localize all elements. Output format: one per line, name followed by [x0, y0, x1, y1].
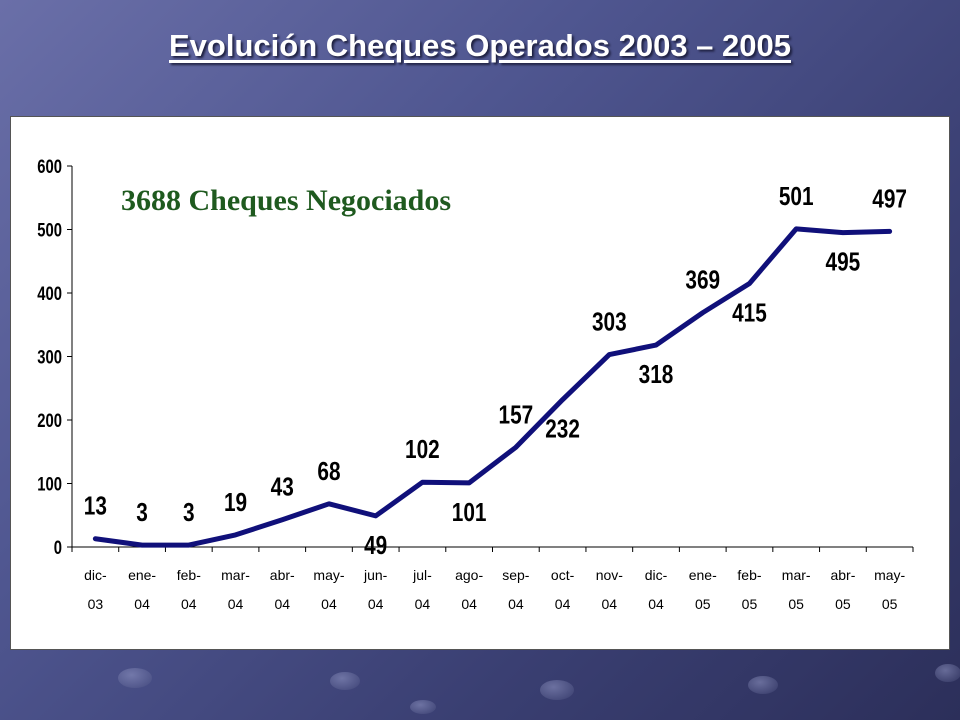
decorative-bubble [410, 700, 436, 714]
data-label: 43 [271, 473, 294, 502]
x-tick-label: oct- [551, 567, 575, 583]
data-point [887, 229, 892, 234]
data-label: 102 [405, 435, 440, 464]
y-tick-label: 300 [37, 347, 62, 368]
x-tick-label: 04 [555, 596, 571, 612]
data-point [326, 501, 331, 506]
data-point [93, 536, 98, 541]
data-point [794, 226, 799, 231]
x-tick-label: 04 [228, 596, 244, 612]
data-label: 415 [732, 298, 767, 327]
x-tick-label: 04 [648, 596, 664, 612]
x-tick-label: ene- [689, 567, 717, 583]
y-tick-label: 200 [37, 410, 62, 431]
x-tick-label: 05 [882, 596, 898, 612]
x-tick-label: 05 [742, 596, 758, 612]
x-tick-label: mar- [782, 567, 811, 583]
x-tick-label: jun- [363, 567, 388, 583]
x-tick-label: 04 [415, 596, 431, 612]
x-tick-label: 04 [508, 596, 524, 612]
slide-title: Evolución Cheques Operados 2003 – 2005 [169, 28, 791, 63]
x-tick-label: ene- [128, 567, 156, 583]
data-point [700, 310, 705, 315]
data-point [186, 543, 191, 548]
x-tick-label: 04 [602, 596, 618, 612]
x-tick-label: 04 [181, 596, 197, 612]
x-tick-label: nov- [596, 567, 624, 583]
x-tick-label: feb- [737, 567, 761, 583]
x-tick-label: 04 [274, 596, 290, 612]
x-tick-label: 05 [835, 596, 851, 612]
y-tick-label: 600 [37, 156, 62, 177]
data-label: 3 [136, 498, 148, 527]
x-tick-label: mar- [221, 567, 250, 583]
data-point [140, 543, 145, 548]
y-tick-label: 100 [37, 474, 62, 495]
x-tick-label: 04 [134, 596, 150, 612]
data-point [607, 352, 612, 357]
data-label: 101 [452, 498, 487, 527]
x-tick-label: dic- [84, 567, 107, 583]
data-point [233, 532, 238, 537]
data-label: 369 [685, 265, 720, 294]
decorative-bubble [540, 680, 574, 700]
chart-annotation: 3688 Cheques Negociados [121, 184, 451, 217]
data-point [420, 480, 425, 485]
data-label: 13 [84, 492, 107, 521]
x-tick-label: feb- [177, 567, 201, 583]
data-point [560, 397, 565, 402]
x-tick-label: 05 [695, 596, 711, 612]
x-tick-label: dic- [645, 567, 668, 583]
data-label: 232 [545, 414, 580, 443]
x-tick-label: 05 [788, 596, 804, 612]
data-label: 318 [639, 360, 674, 389]
data-label: 303 [592, 307, 627, 336]
decorative-bubble [118, 668, 152, 688]
data-label: 495 [826, 247, 861, 276]
y-tick-label: 0 [54, 537, 62, 558]
x-tick-label: 04 [461, 596, 477, 612]
series-line [92, 226, 893, 548]
data-label: 157 [499, 400, 534, 429]
x-tick-label: abr- [270, 567, 295, 583]
data-label: 3 [183, 498, 195, 527]
x-tick-label: may- [313, 567, 344, 583]
decorative-bubble [748, 676, 778, 694]
y-tick-label: 500 [37, 220, 62, 241]
x-tick-label: abr- [830, 567, 855, 583]
data-point [654, 343, 659, 348]
x-tick-label: 03 [88, 596, 104, 612]
line-chart: 0 100 200 300 400 500 600 dic- 03 ene- 04 feb- 04 mar… [37, 156, 914, 612]
data-point [747, 281, 752, 286]
data-point [840, 230, 845, 235]
data-point [467, 480, 472, 485]
x-tick-label: sep- [502, 567, 530, 583]
data-label: 497 [872, 184, 907, 213]
data-label: 68 [317, 457, 340, 486]
data-point [280, 517, 285, 522]
data-point [373, 513, 378, 518]
decorative-bubble [330, 672, 360, 690]
x-tick-label: 04 [368, 596, 384, 612]
data-point [513, 445, 518, 450]
x-tick-label: 04 [321, 596, 337, 612]
data-label: 19 [224, 488, 247, 517]
y-tick-label: 400 [37, 283, 62, 304]
data-label: 49 [364, 531, 387, 560]
data-label: 501 [779, 182, 814, 211]
x-tick-label: may- [874, 567, 905, 583]
decorative-bubble [935, 664, 960, 682]
x-tick-label: ago- [455, 567, 483, 583]
x-tick-label: jul- [412, 567, 432, 583]
chart-panel: 0 100 200 300 400 500 600 dic- 03 ene- 04 feb- 04 mar… [10, 116, 950, 650]
